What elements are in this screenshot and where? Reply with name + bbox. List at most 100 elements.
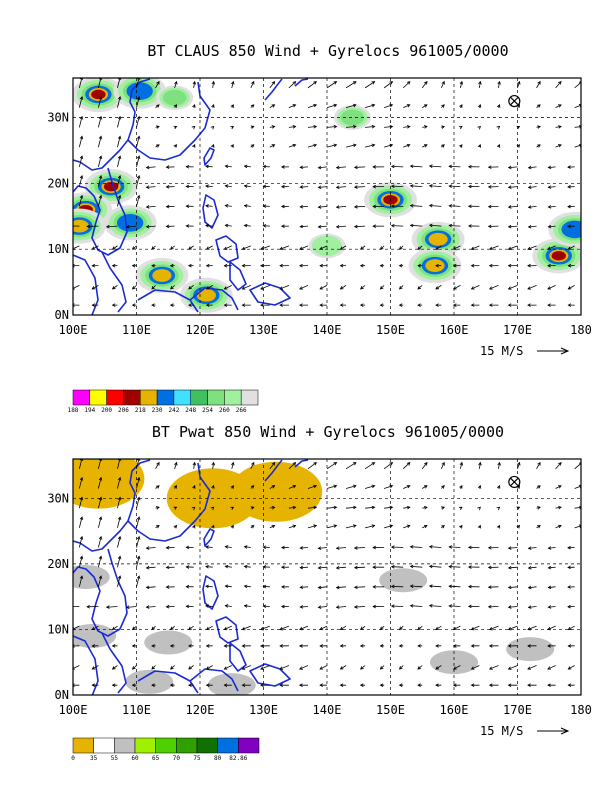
wind-vector — [448, 223, 461, 228]
wind-vector — [299, 546, 308, 550]
wind-vector — [567, 604, 575, 609]
field-contour — [428, 232, 448, 246]
colorbar-swatch — [156, 389, 175, 406]
wind-vector — [496, 144, 501, 148]
wind-vector — [339, 625, 347, 630]
wind-vector — [250, 80, 255, 89]
wind-vector — [467, 184, 480, 189]
colorbar-swatch — [190, 389, 208, 406]
vector-scale-key: 15 M/S — [480, 724, 570, 738]
wind-vector — [527, 303, 537, 307]
wind-vector — [487, 204, 499, 209]
wind-vector — [185, 584, 194, 589]
wind-vector — [547, 263, 556, 268]
wind-vector — [364, 103, 376, 109]
wind-vector — [188, 285, 194, 290]
wind-vector — [243, 545, 251, 549]
field-contour — [379, 568, 428, 593]
wind-vector — [136, 516, 141, 528]
wind-vector — [467, 545, 480, 550]
wind-vector — [403, 143, 411, 148]
wind-vector — [86, 224, 99, 229]
wind-vector — [409, 223, 423, 228]
wind-vector — [165, 224, 175, 229]
wind-vector — [441, 506, 446, 510]
wind-vector — [188, 683, 194, 687]
wind-vector — [192, 484, 196, 489]
wind-vector — [260, 683, 270, 687]
wind-vector — [567, 683, 575, 687]
vector-scale-arrowhead — [560, 727, 570, 735]
wind-vector — [78, 175, 84, 187]
wind-vector — [547, 285, 556, 290]
wind-vector — [111, 263, 118, 268]
wind-vector — [365, 505, 376, 510]
wind-vector — [359, 683, 366, 687]
colorbar-swatch — [155, 737, 177, 754]
wind-vector — [136, 135, 141, 148]
field-contour — [73, 219, 89, 233]
wind-vector — [536, 80, 541, 89]
wind-vector — [151, 683, 156, 687]
wind-vector — [279, 683, 289, 687]
wind-vector — [205, 604, 213, 608]
gyre-location-marker — [508, 475, 521, 489]
wind-vector — [188, 644, 194, 648]
wind-vector — [91, 665, 99, 670]
colorbar-swatch — [217, 737, 239, 754]
wind-vector — [111, 683, 118, 687]
wind-vector — [487, 185, 499, 189]
wind-vector — [567, 644, 575, 648]
wind-vector — [428, 584, 442, 588]
wind-vector — [111, 665, 118, 670]
wind-vector — [458, 506, 463, 511]
field-contour — [196, 288, 216, 302]
colorbar-label: 188 — [68, 407, 79, 414]
wind-vector — [319, 665, 328, 670]
wind-vector — [448, 545, 461, 549]
wind-vector — [435, 285, 442, 290]
wind-vector — [131, 303, 137, 307]
wind-vector — [136, 194, 141, 207]
wind-vector — [390, 604, 404, 608]
x-tick-label: 130E — [249, 323, 278, 337]
wind-vector — [527, 644, 537, 648]
wind-vector — [448, 164, 461, 169]
wind-vector — [230, 144, 234, 148]
x-tick-label: 170E — [503, 323, 532, 337]
wind-vector — [398, 263, 404, 268]
wind-vector — [151, 263, 156, 268]
wind-vector — [288, 81, 297, 89]
wind-vector — [507, 303, 518, 307]
wind-vector — [105, 605, 118, 609]
coastline — [73, 78, 309, 315]
wind-vector — [262, 604, 270, 609]
wind-vector — [422, 505, 428, 510]
wind-vector — [372, 565, 385, 569]
wind-vector — [547, 205, 556, 209]
wind-vector — [409, 545, 423, 549]
field-contour — [73, 565, 110, 589]
wind-vector — [527, 285, 537, 290]
wind-vector — [547, 546, 556, 550]
colorbar: 188 194 200 206 218 230 242 248 254 260 266 — [68, 389, 259, 414]
wind-vector — [117, 194, 122, 207]
colorbar-swatch — [123, 389, 141, 406]
wind-vector — [136, 575, 141, 587]
field-contour — [425, 259, 445, 273]
wind-vector — [346, 124, 357, 129]
wind-vector — [567, 545, 575, 550]
wind-vector — [78, 575, 84, 587]
wind-vector — [459, 484, 463, 489]
wind-vector — [250, 506, 255, 510]
wind-vector — [98, 155, 103, 167]
wind-vector — [326, 484, 338, 489]
field-feature — [379, 568, 428, 593]
wind-vector — [507, 683, 518, 687]
wind-vector — [136, 96, 141, 108]
field-feature — [135, 257, 189, 294]
wind-vector — [260, 303, 270, 307]
wind-vector — [307, 103, 318, 109]
field-contour — [73, 624, 117, 648]
field-contour — [116, 214, 144, 232]
